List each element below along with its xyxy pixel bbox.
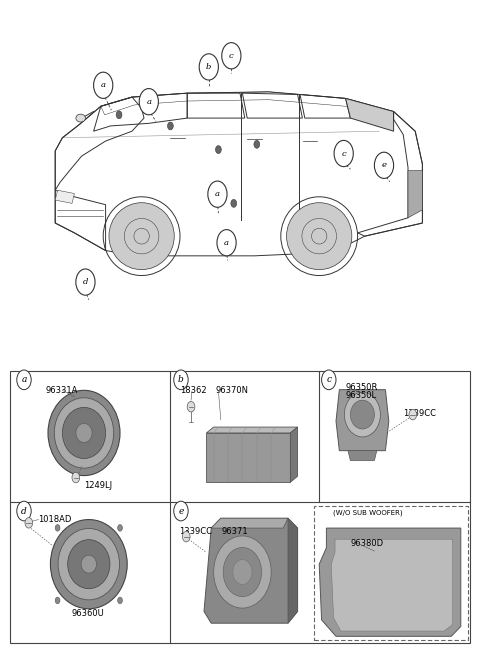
Ellipse shape: [350, 400, 374, 429]
Circle shape: [182, 531, 190, 542]
Ellipse shape: [54, 398, 114, 468]
Circle shape: [118, 597, 122, 604]
Text: 96370N: 96370N: [215, 386, 248, 395]
Text: c: c: [229, 52, 234, 60]
Circle shape: [17, 370, 31, 390]
Ellipse shape: [48, 390, 120, 476]
Circle shape: [216, 146, 221, 154]
Circle shape: [17, 501, 31, 521]
Text: 1339CC: 1339CC: [179, 527, 212, 536]
Text: b: b: [178, 375, 184, 384]
Text: a: a: [224, 239, 229, 247]
Text: c: c: [341, 150, 346, 157]
Text: 1249LJ: 1249LJ: [84, 481, 112, 490]
Text: e: e: [382, 161, 386, 169]
Text: e: e: [178, 506, 184, 516]
Text: a: a: [101, 81, 106, 89]
Text: 96350L: 96350L: [346, 391, 377, 400]
Text: a: a: [146, 98, 151, 106]
Ellipse shape: [62, 407, 106, 459]
Circle shape: [322, 370, 336, 390]
Polygon shape: [336, 390, 389, 451]
Circle shape: [139, 89, 158, 115]
Circle shape: [199, 54, 218, 80]
Circle shape: [409, 409, 417, 420]
Polygon shape: [288, 518, 298, 623]
Circle shape: [217, 230, 236, 256]
Polygon shape: [346, 98, 394, 131]
Circle shape: [174, 370, 188, 390]
Ellipse shape: [214, 536, 271, 608]
Ellipse shape: [223, 547, 262, 597]
Circle shape: [343, 155, 348, 163]
Text: 96371: 96371: [222, 527, 248, 536]
Circle shape: [55, 525, 60, 531]
Circle shape: [25, 518, 33, 528]
Ellipse shape: [233, 560, 252, 584]
Text: d: d: [83, 278, 88, 286]
Text: 96350R: 96350R: [346, 382, 378, 392]
Polygon shape: [55, 190, 74, 203]
Circle shape: [168, 122, 173, 130]
Polygon shape: [206, 433, 290, 482]
Bar: [314, 506, 468, 640]
Circle shape: [55, 597, 60, 604]
Text: c: c: [326, 375, 331, 384]
Text: 1018AD: 1018AD: [38, 515, 72, 524]
Ellipse shape: [68, 540, 110, 588]
Polygon shape: [348, 451, 377, 461]
Circle shape: [174, 501, 188, 521]
Ellipse shape: [344, 392, 380, 437]
Ellipse shape: [287, 203, 352, 270]
Ellipse shape: [81, 555, 96, 573]
Text: 18362: 18362: [180, 386, 206, 395]
Circle shape: [118, 525, 122, 531]
Circle shape: [231, 199, 237, 207]
Text: d: d: [21, 506, 27, 516]
Ellipse shape: [76, 114, 85, 122]
Ellipse shape: [76, 423, 92, 443]
Polygon shape: [204, 518, 298, 623]
Circle shape: [374, 152, 394, 178]
Text: (W/O SUB WOOFER): (W/O SUB WOOFER): [333, 510, 402, 516]
Ellipse shape: [50, 520, 127, 609]
Ellipse shape: [109, 203, 174, 270]
Polygon shape: [211, 518, 288, 528]
Text: b: b: [206, 63, 212, 71]
Circle shape: [254, 140, 260, 148]
Text: 96380D: 96380D: [350, 539, 384, 548]
Circle shape: [187, 401, 195, 412]
Text: a: a: [215, 190, 220, 198]
Polygon shape: [331, 539, 453, 631]
Polygon shape: [290, 427, 298, 482]
Text: 96331A: 96331A: [46, 386, 78, 395]
Polygon shape: [206, 427, 298, 433]
Circle shape: [76, 269, 95, 295]
Bar: [10, 371, 470, 643]
Polygon shape: [319, 528, 461, 636]
Ellipse shape: [58, 529, 120, 600]
Text: a: a: [21, 375, 27, 384]
Circle shape: [94, 72, 113, 98]
Text: 96360U: 96360U: [71, 609, 104, 618]
Circle shape: [72, 472, 80, 483]
Circle shape: [222, 43, 241, 69]
Circle shape: [334, 140, 353, 167]
Circle shape: [208, 181, 227, 207]
Polygon shape: [408, 171, 422, 218]
Text: 1339CC: 1339CC: [403, 409, 436, 418]
Circle shape: [116, 111, 122, 119]
